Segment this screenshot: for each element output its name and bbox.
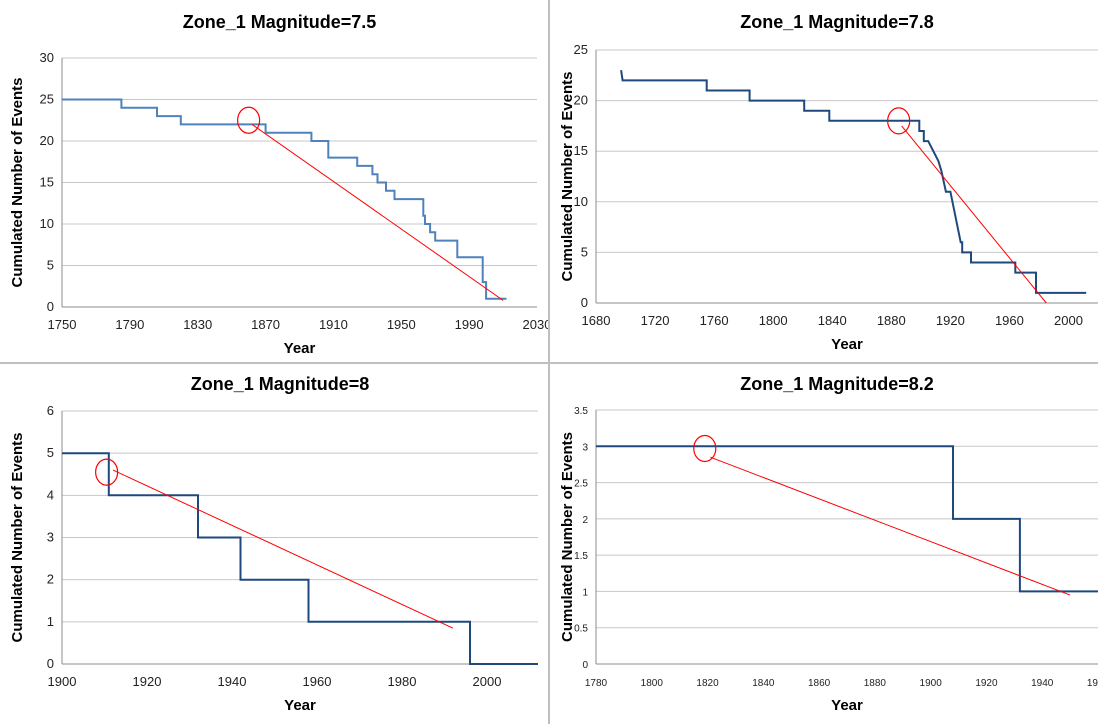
x-axis-title: Year — [831, 336, 863, 353]
x-tick-label: 1900 — [920, 678, 943, 689]
x-tick-label: 1910 — [319, 317, 348, 332]
chart-title: Zone_1 Magnitude=8.2 — [740, 374, 934, 394]
x-tick-label: 1990 — [455, 317, 484, 332]
x-tick-label: 2000 — [1054, 313, 1083, 328]
y-tick-label: 20 — [574, 93, 588, 108]
y-tick-label: 5 — [47, 445, 54, 460]
y-tick-label: 0 — [581, 295, 588, 310]
chart-title: Zone_1 Magnitude=8 — [191, 374, 370, 394]
y-tick-label: 15 — [574, 143, 588, 158]
y-tick-label: 2 — [47, 572, 54, 587]
y-tick-label: 5 — [47, 258, 54, 273]
y-tick-label: 3 — [582, 442, 588, 453]
chart-mag-8: 0 1 2 3 4 5 6 1900 1920 1940 1960 1980 2000 Zone_1 Ma… — [9, 374, 538, 714]
y-tick-label: 2.5 — [574, 479, 588, 490]
trend-line — [112, 469, 454, 629]
x-tick-label: 1830 — [183, 317, 212, 332]
x-tick-label: 1940 — [1031, 678, 1054, 689]
x-tick-label: 1950 — [387, 317, 416, 332]
x-tick-label: 1900 — [48, 674, 77, 689]
chart-panel-mag-7-8: 0 5 10 15 20 25 1680 1720 1760 1800 1840 1880 1920 19… — [550, 0, 1098, 362]
y-tick-label: 10 — [574, 194, 588, 209]
x-axis-title: Year — [284, 340, 316, 357]
x-tick-label: 1870 — [251, 317, 280, 332]
y-axis-title: Cumulated Number of Events — [559, 432, 576, 642]
x-tick-label: 1720 — [641, 313, 670, 328]
x-tick-label: 1790 — [115, 317, 144, 332]
y-tick-label: 6 — [47, 403, 54, 418]
x-tick-label: 1980 — [388, 674, 417, 689]
series-line — [596, 445, 1098, 593]
x-tick-label: 1760 — [700, 313, 729, 328]
chart-mag-8-2: 0 0.5 1 1.5 2 2.5 3 3.5 1780 1800 1820 1840 1860 1880… — [559, 374, 1098, 714]
y-axis-title: Cumulated Number of Events — [559, 71, 576, 281]
series-line — [620, 70, 1087, 294]
x-axis-title: Year — [831, 697, 863, 714]
y-tick-label: 0 — [47, 299, 54, 314]
x-tick-label: 1920 — [936, 313, 965, 328]
y-tick-label: 1 — [582, 587, 588, 598]
y-tick-label: 20 — [40, 133, 54, 148]
y-tick-label: 25 — [574, 42, 588, 57]
y-tick-label: 15 — [40, 175, 54, 190]
y-axis-title: Cumulated Number of Events — [9, 77, 26, 287]
x-tick-label: 2000 — [473, 674, 502, 689]
trend-line — [710, 456, 1071, 596]
trend-line — [901, 125, 1047, 304]
x-tick-label: 1860 — [808, 678, 831, 689]
x-tick-label: 1840 — [818, 313, 847, 328]
y-axis-title: Cumulated Number of Events — [9, 432, 26, 642]
chart-title: Zone_1 Magnitude=7.5 — [183, 12, 377, 32]
x-tick-label: 1960 — [303, 674, 332, 689]
y-tick-label: 4 — [47, 487, 54, 502]
x-tick-label: 1940 — [218, 674, 247, 689]
x-tick-label: 1920 — [133, 674, 162, 689]
y-tick-label: 30 — [40, 50, 54, 65]
x-tick-label: 1820 — [696, 678, 719, 689]
chart-mag-7-5: 0 5 10 15 20 25 30 1750 1790 1830 1870 1910 1950 1990… — [9, 12, 548, 357]
chart-panel-mag-8-2: 0 0.5 1 1.5 2 2.5 3 3.5 1780 1800 1820 1840 1860 1880… — [550, 364, 1098, 724]
chart-panel-mag-8: 0 1 2 3 4 5 6 1900 1920 1940 1960 1980 2000 Zone_1 Ma… — [0, 364, 548, 724]
x-tick-label: 1920 — [975, 678, 998, 689]
y-tick-label: 0.5 — [574, 624, 588, 635]
chart-mag-7-8: 0 5 10 15 20 25 1680 1720 1760 1800 1840 1880 1920 19… — [559, 12, 1098, 353]
x-tick-label: 1960 — [995, 313, 1024, 328]
y-tick-label: 1.5 — [574, 551, 588, 562]
x-tick-label: 1680 — [582, 313, 611, 328]
x-tick-label: 1780 — [585, 678, 608, 689]
annotation-circle — [693, 434, 717, 463]
y-tick-label: 10 — [40, 216, 54, 231]
annotation-circle — [887, 107, 911, 135]
x-tick-label: 1800 — [759, 313, 788, 328]
x-tick-label: 2030 — [523, 317, 548, 332]
y-tick-label: 25 — [40, 92, 54, 107]
y-tick-label: 0 — [582, 660, 588, 671]
x-tick-label: 1840 — [752, 678, 775, 689]
x-tick-label: 1880 — [877, 313, 906, 328]
horizontal-divider — [0, 362, 1098, 364]
chart-panel-mag-7-5: 0 5 10 15 20 25 30 1750 1790 1830 1870 1910 1950 1990… — [0, 0, 548, 362]
series-line — [62, 98, 507, 300]
x-tick-label: 1800 — [641, 678, 664, 689]
series-line — [62, 452, 538, 665]
y-tick-label: 3 — [47, 530, 54, 545]
y-tick-label: 0 — [47, 656, 54, 671]
trend-line — [251, 123, 504, 301]
y-tick-label: 3.5 — [574, 406, 588, 417]
y-tick-label: 1 — [47, 614, 54, 629]
annotation-circle — [237, 106, 261, 134]
annotation-circle — [95, 458, 119, 486]
x-tick-label: 1750 — [48, 317, 77, 332]
x-axis-title: Year — [284, 697, 316, 714]
y-tick-label: 5 — [581, 244, 588, 259]
chart-title: Zone_1 Magnitude=7.8 — [740, 12, 934, 32]
x-tick-label: 1960 — [1087, 678, 1098, 689]
x-tick-label: 1880 — [864, 678, 887, 689]
y-tick-label: 2 — [582, 515, 588, 526]
